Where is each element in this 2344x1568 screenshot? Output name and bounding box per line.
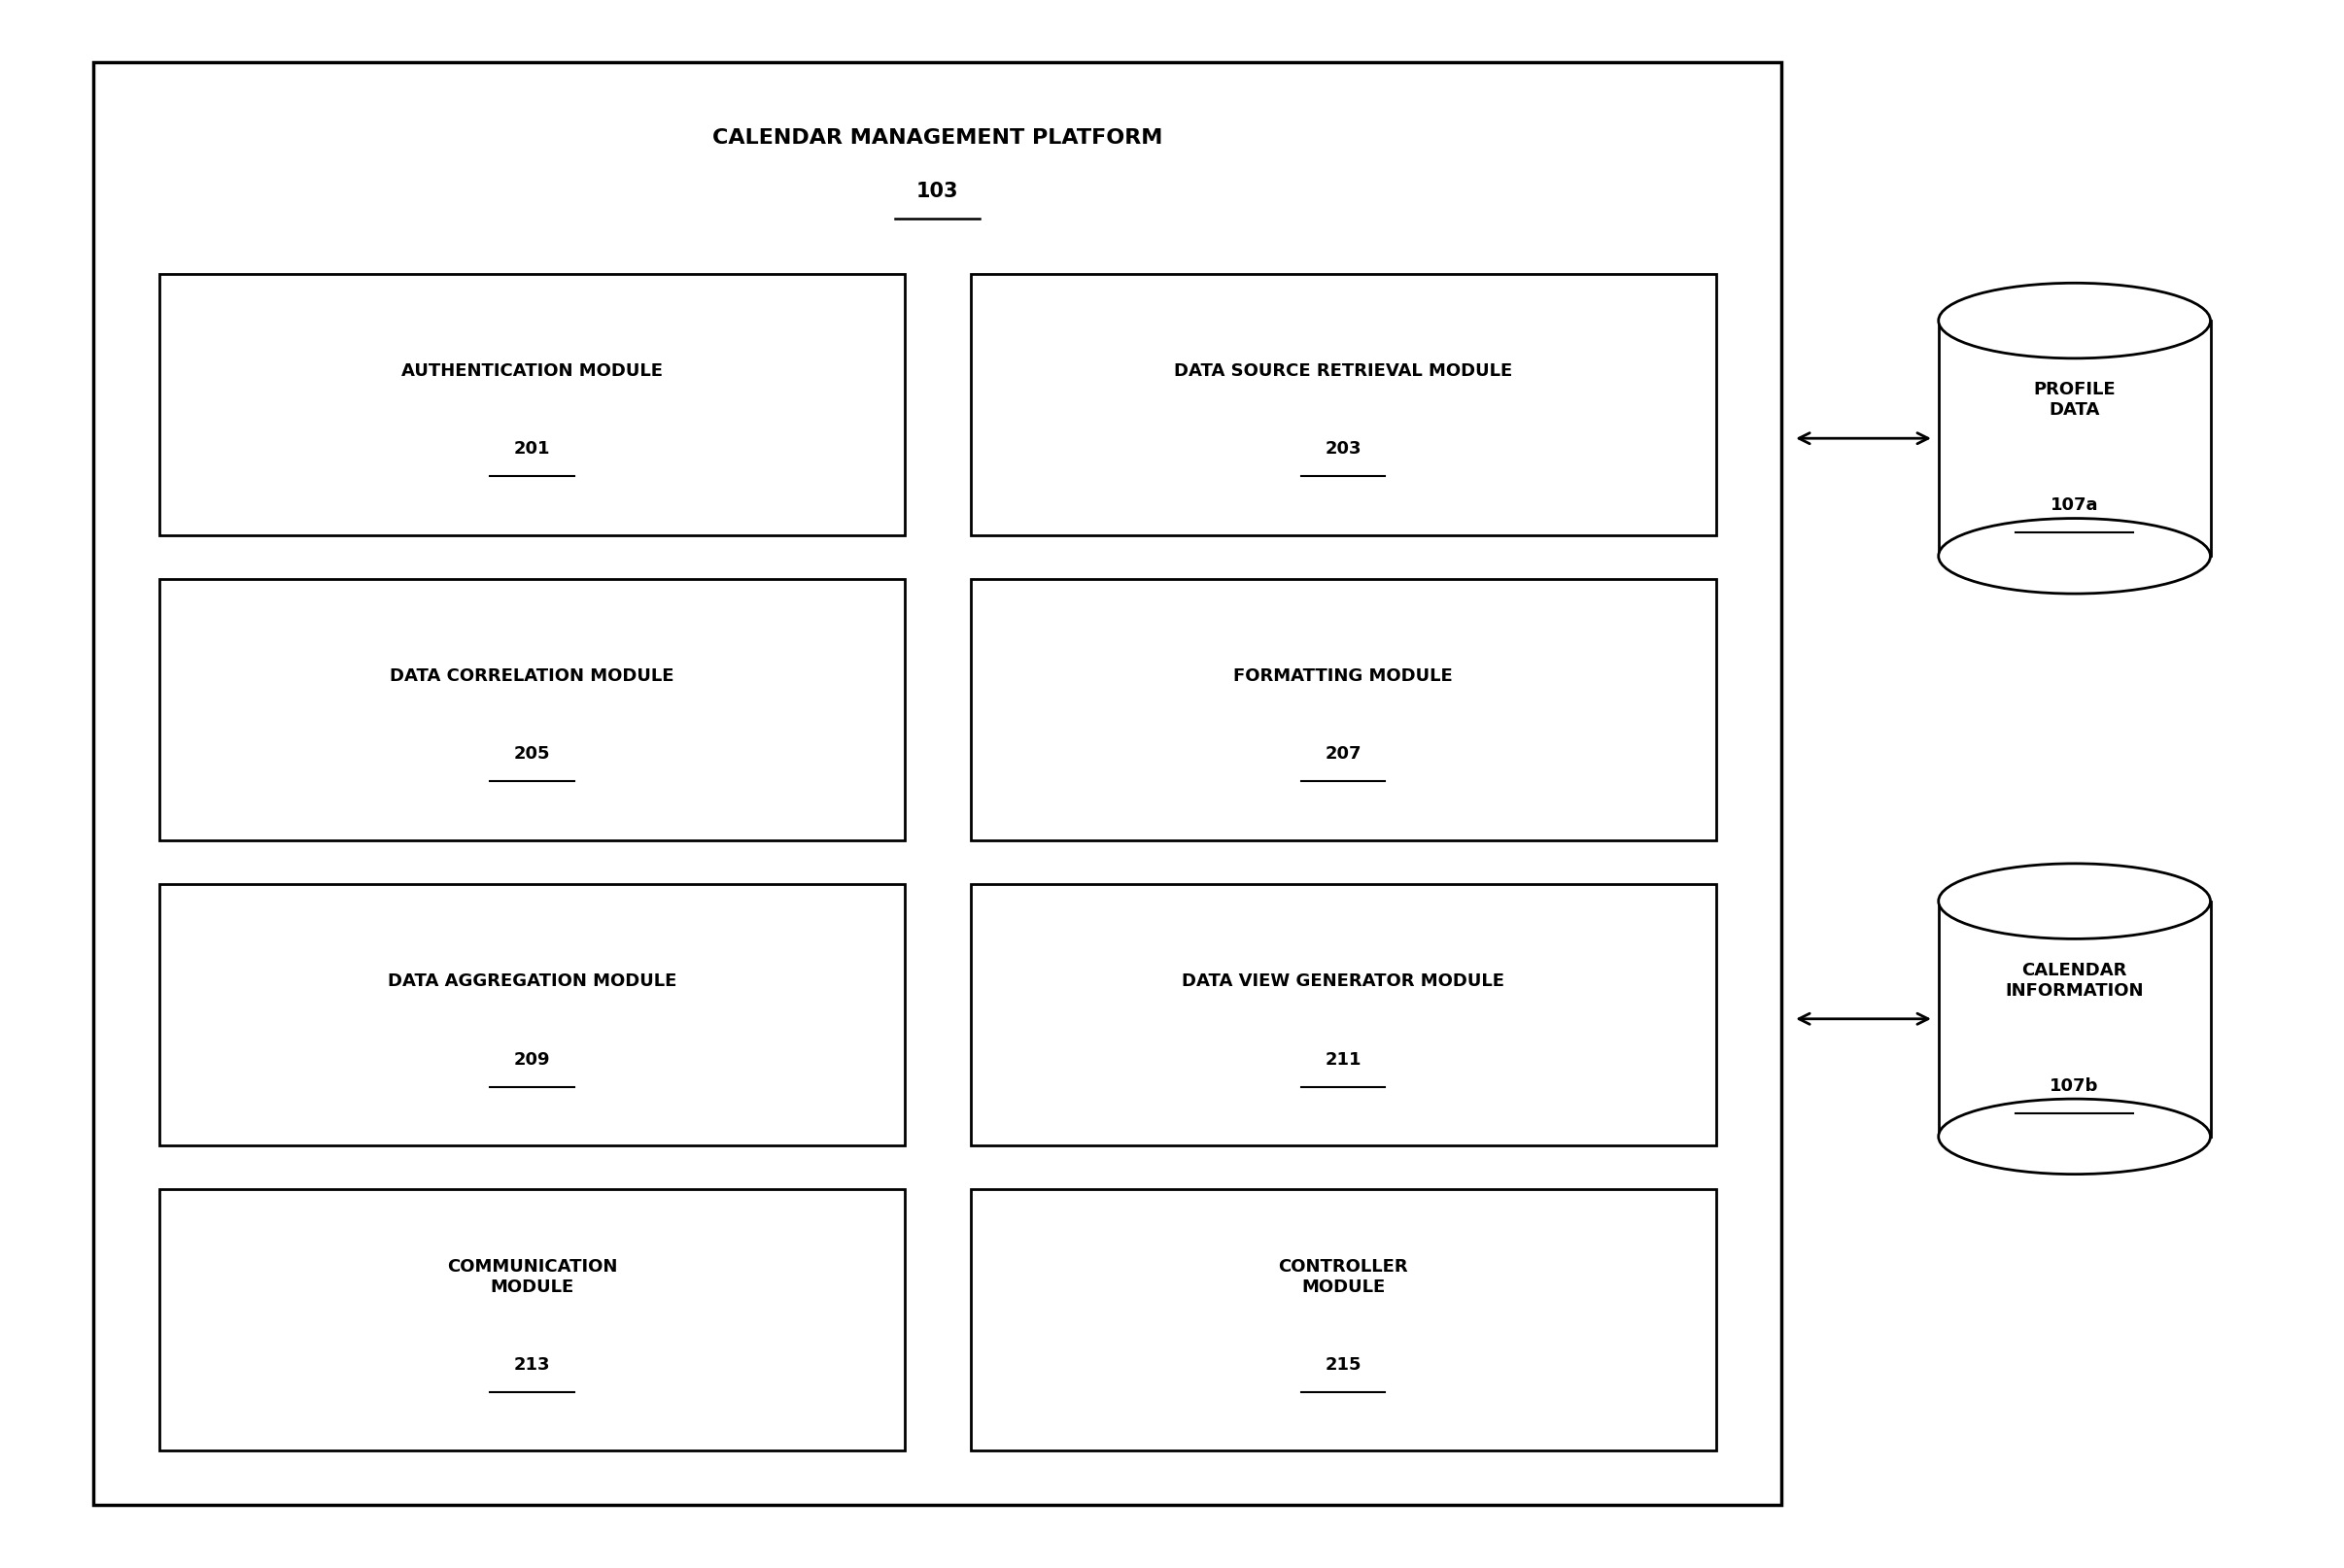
Text: PROFILE
DATA: PROFILE DATA bbox=[2032, 381, 2117, 419]
Ellipse shape bbox=[1938, 864, 2210, 939]
Bar bbox=[1938, 321, 2210, 557]
Text: 201: 201 bbox=[513, 441, 551, 458]
Text: FORMATTING MODULE: FORMATTING MODULE bbox=[1233, 666, 1453, 684]
Text: DATA CORRELATION MODULE: DATA CORRELATION MODULE bbox=[389, 666, 675, 684]
Text: 103: 103 bbox=[917, 182, 959, 201]
Text: 213: 213 bbox=[513, 1355, 551, 1372]
Text: 215: 215 bbox=[1324, 1355, 1362, 1372]
Bar bbox=[1938, 902, 2210, 1137]
Text: CALENDAR MANAGEMENT PLATFORM: CALENDAR MANAGEMENT PLATFORM bbox=[713, 129, 1163, 147]
Text: 207: 207 bbox=[1324, 745, 1362, 762]
Ellipse shape bbox=[1938, 1099, 2210, 1174]
FancyBboxPatch shape bbox=[94, 63, 1781, 1505]
Text: DATA SOURCE RETRIEVAL MODULE: DATA SOURCE RETRIEVAL MODULE bbox=[1174, 362, 1512, 379]
Text: 203: 203 bbox=[1324, 441, 1362, 458]
FancyBboxPatch shape bbox=[159, 580, 905, 840]
Text: DATA AGGREGATION MODULE: DATA AGGREGATION MODULE bbox=[387, 972, 677, 989]
Text: COMMUNICATION
MODULE: COMMUNICATION MODULE bbox=[448, 1258, 616, 1295]
Text: AUTHENTICATION MODULE: AUTHENTICATION MODULE bbox=[401, 362, 663, 379]
Text: CONTROLLER
MODULE: CONTROLLER MODULE bbox=[1277, 1258, 1409, 1295]
Text: 107b: 107b bbox=[2051, 1076, 2098, 1094]
FancyBboxPatch shape bbox=[159, 884, 905, 1145]
FancyBboxPatch shape bbox=[970, 580, 1716, 840]
FancyBboxPatch shape bbox=[159, 1189, 905, 1450]
Ellipse shape bbox=[1938, 519, 2210, 594]
FancyBboxPatch shape bbox=[970, 274, 1716, 536]
FancyBboxPatch shape bbox=[159, 274, 905, 536]
FancyBboxPatch shape bbox=[970, 1189, 1716, 1450]
FancyBboxPatch shape bbox=[970, 884, 1716, 1145]
Text: 209: 209 bbox=[513, 1051, 551, 1068]
Text: CALENDAR
INFORMATION: CALENDAR INFORMATION bbox=[2004, 961, 2145, 999]
Ellipse shape bbox=[1938, 284, 2210, 359]
Text: DATA VIEW GENERATOR MODULE: DATA VIEW GENERATOR MODULE bbox=[1181, 972, 1505, 989]
Text: 107a: 107a bbox=[2051, 495, 2098, 514]
Text: 211: 211 bbox=[1324, 1051, 1362, 1068]
Text: 205: 205 bbox=[513, 745, 551, 762]
